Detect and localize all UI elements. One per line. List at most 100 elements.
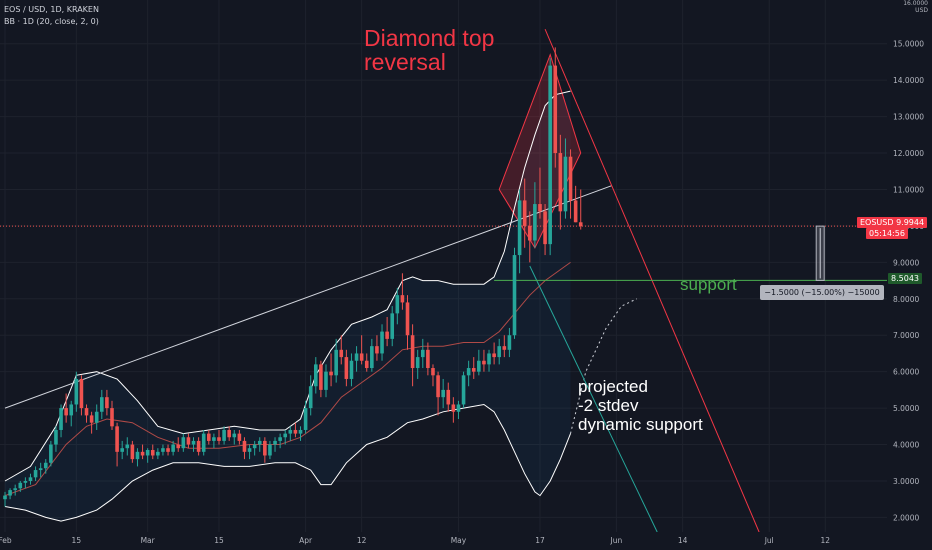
x-tick-label: 12 — [357, 536, 367, 545]
x-tick-label: Jul — [764, 536, 774, 545]
candle-body — [466, 368, 471, 376]
diamond-annotation[interactable]: Diamond top reversal — [364, 25, 495, 76]
candle-body — [492, 353, 496, 358]
trendline — [4, 185, 612, 409]
candle-body — [334, 349, 338, 376]
candle — [64, 393, 68, 423]
candle — [268, 440, 272, 460]
candle — [395, 287, 400, 325]
candle-body — [527, 225, 532, 241]
last-price: 9.9944 — [896, 218, 925, 227]
candle-body — [8, 490, 12, 496]
x-tick-label: Mar — [141, 536, 156, 545]
bb-basis-line — [4, 261, 571, 497]
candle-body — [89, 415, 94, 423]
countdown-badge: 05:14:56 — [866, 228, 908, 239]
candle-body — [54, 429, 58, 445]
candle-body — [237, 433, 242, 441]
candle — [207, 429, 211, 445]
candle — [201, 429, 206, 456]
candle — [196, 437, 201, 456]
indicator-header[interactable]: BB · 1D (20, close, 2, 0) — [4, 17, 99, 26]
candle-body — [186, 437, 191, 445]
candle-body — [446, 389, 451, 405]
candle — [349, 353, 354, 387]
candle — [497, 338, 502, 365]
candle-body — [257, 440, 262, 445]
candle-body — [74, 378, 79, 405]
candle — [227, 426, 231, 441]
candle — [181, 433, 186, 452]
symbol-label: EOSUSD — [860, 218, 894, 227]
candle-body — [217, 437, 221, 441]
y-tick-label: 8.0000 — [893, 295, 919, 304]
candle-body — [135, 451, 140, 460]
y-tick-label: 15.0000 — [893, 40, 924, 49]
candle — [115, 422, 119, 467]
measure-label[interactable]: −1.5000 (−15.00%) −15000 — [760, 285, 884, 300]
x-tick-label: 15 — [214, 536, 224, 545]
candle-body — [247, 448, 252, 452]
candle-body — [298, 429, 303, 434]
y-tick-label: 6.0000 — [893, 368, 919, 377]
candle-body — [94, 411, 99, 423]
candle-body — [176, 444, 181, 449]
candle — [293, 422, 298, 438]
candle-body — [364, 360, 369, 369]
y-tick-label: 7.0000 — [893, 331, 919, 340]
candle — [517, 189, 522, 274]
candle-body — [84, 408, 89, 416]
candle-body — [263, 440, 267, 456]
support-price-badge: 8.5043 — [888, 273, 922, 284]
band-fill-area — [5, 91, 571, 522]
candle — [33, 466, 38, 481]
candle-body — [380, 331, 384, 354]
candle-body — [115, 426, 119, 452]
candle — [492, 342, 496, 365]
candle — [431, 364, 435, 387]
overlay-lines — [0, 29, 887, 533]
projected-annotation[interactable]: projected -2 stdev dynamic support — [578, 377, 703, 435]
candle — [533, 182, 537, 248]
candle-body — [359, 353, 364, 361]
candle-body — [130, 444, 135, 460]
candle — [79, 375, 84, 416]
y-tick-label: 14.0000 — [893, 76, 924, 85]
candle — [171, 440, 175, 456]
candle-body — [145, 450, 150, 456]
support-annotation[interactable]: support — [680, 275, 737, 294]
candle-body — [150, 450, 155, 456]
candle-body — [268, 444, 272, 456]
candle-body — [156, 451, 160, 456]
candle — [110, 400, 114, 430]
candle — [263, 437, 267, 463]
candle — [18, 480, 23, 492]
candle-body — [395, 295, 400, 314]
candle — [502, 335, 507, 358]
diamond-target-line-green — [529, 265, 658, 533]
candle-body — [553, 65, 558, 154]
candle-body — [140, 451, 145, 456]
candle — [84, 404, 89, 423]
candle-body — [415, 357, 420, 369]
candle — [59, 404, 63, 438]
candle — [140, 444, 145, 460]
candle-body — [319, 364, 323, 390]
candle — [237, 429, 242, 445]
candle-body — [543, 211, 547, 245]
candle-body — [212, 437, 216, 441]
candle-body — [568, 156, 573, 201]
candle-body — [426, 349, 430, 369]
grid — [0, 0, 887, 532]
candle — [298, 426, 303, 441]
time-axis-bg — [0, 532, 932, 550]
symbol-header[interactable]: EOS / USD, 1D, KRAKEN — [4, 5, 99, 14]
candle — [242, 437, 247, 460]
candle-body — [420, 349, 425, 358]
candle-body — [400, 295, 405, 303]
candle-body — [207, 433, 211, 441]
candle — [324, 364, 328, 398]
candle-body — [497, 346, 502, 358]
candle-body — [227, 429, 231, 438]
